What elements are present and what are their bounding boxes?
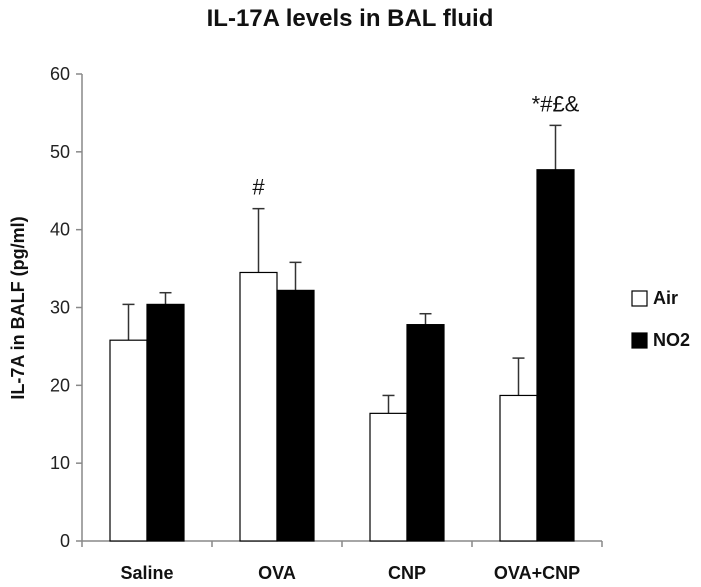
x-category-label: OVA: [258, 563, 296, 583]
bar-no2-ova-cnp: [536, 169, 575, 542]
bar-no2-ova: [276, 289, 315, 542]
y-tick-label: 20: [50, 375, 70, 395]
y-tick-label: 60: [50, 64, 70, 84]
y-tick-label: 10: [50, 453, 70, 473]
bar-no2-cnp: [406, 324, 445, 542]
significance-annotation: #: [252, 175, 265, 200]
bar-air-ova-cnp: [499, 394, 538, 542]
x-category-label: Saline: [120, 563, 173, 583]
y-tick-label: 0: [60, 531, 70, 551]
legend-label-no2: NO2: [653, 330, 690, 350]
y-tick-label: 40: [50, 220, 70, 240]
y-axis-label: IL-7A in BALF (pg/ml): [8, 216, 28, 399]
bar-air-cnp: [369, 412, 408, 542]
y-tick-label: 50: [50, 142, 70, 162]
x-category-label: CNP: [388, 563, 426, 583]
chart-title: IL-17A levels in BAL fluid: [207, 5, 494, 32]
significance-annotation: *#£&: [532, 91, 580, 116]
bar-air-saline: [109, 339, 148, 542]
legend-swatch-air: [631, 290, 648, 307]
x-category-label: OVA+CNP: [494, 563, 580, 583]
legend: Air NO2: [631, 288, 690, 350]
legend-label-air: Air: [653, 288, 678, 308]
bar-air-ova: [239, 271, 278, 542]
bar-no2-saline: [146, 303, 185, 542]
legend-swatch-no2: [631, 332, 648, 349]
plot-area: 0 10 20 30 40 50 60 Saline OVA CNP OVA+CNP # *#£&: [50, 64, 603, 583]
y-tick-label: 30: [50, 298, 70, 318]
